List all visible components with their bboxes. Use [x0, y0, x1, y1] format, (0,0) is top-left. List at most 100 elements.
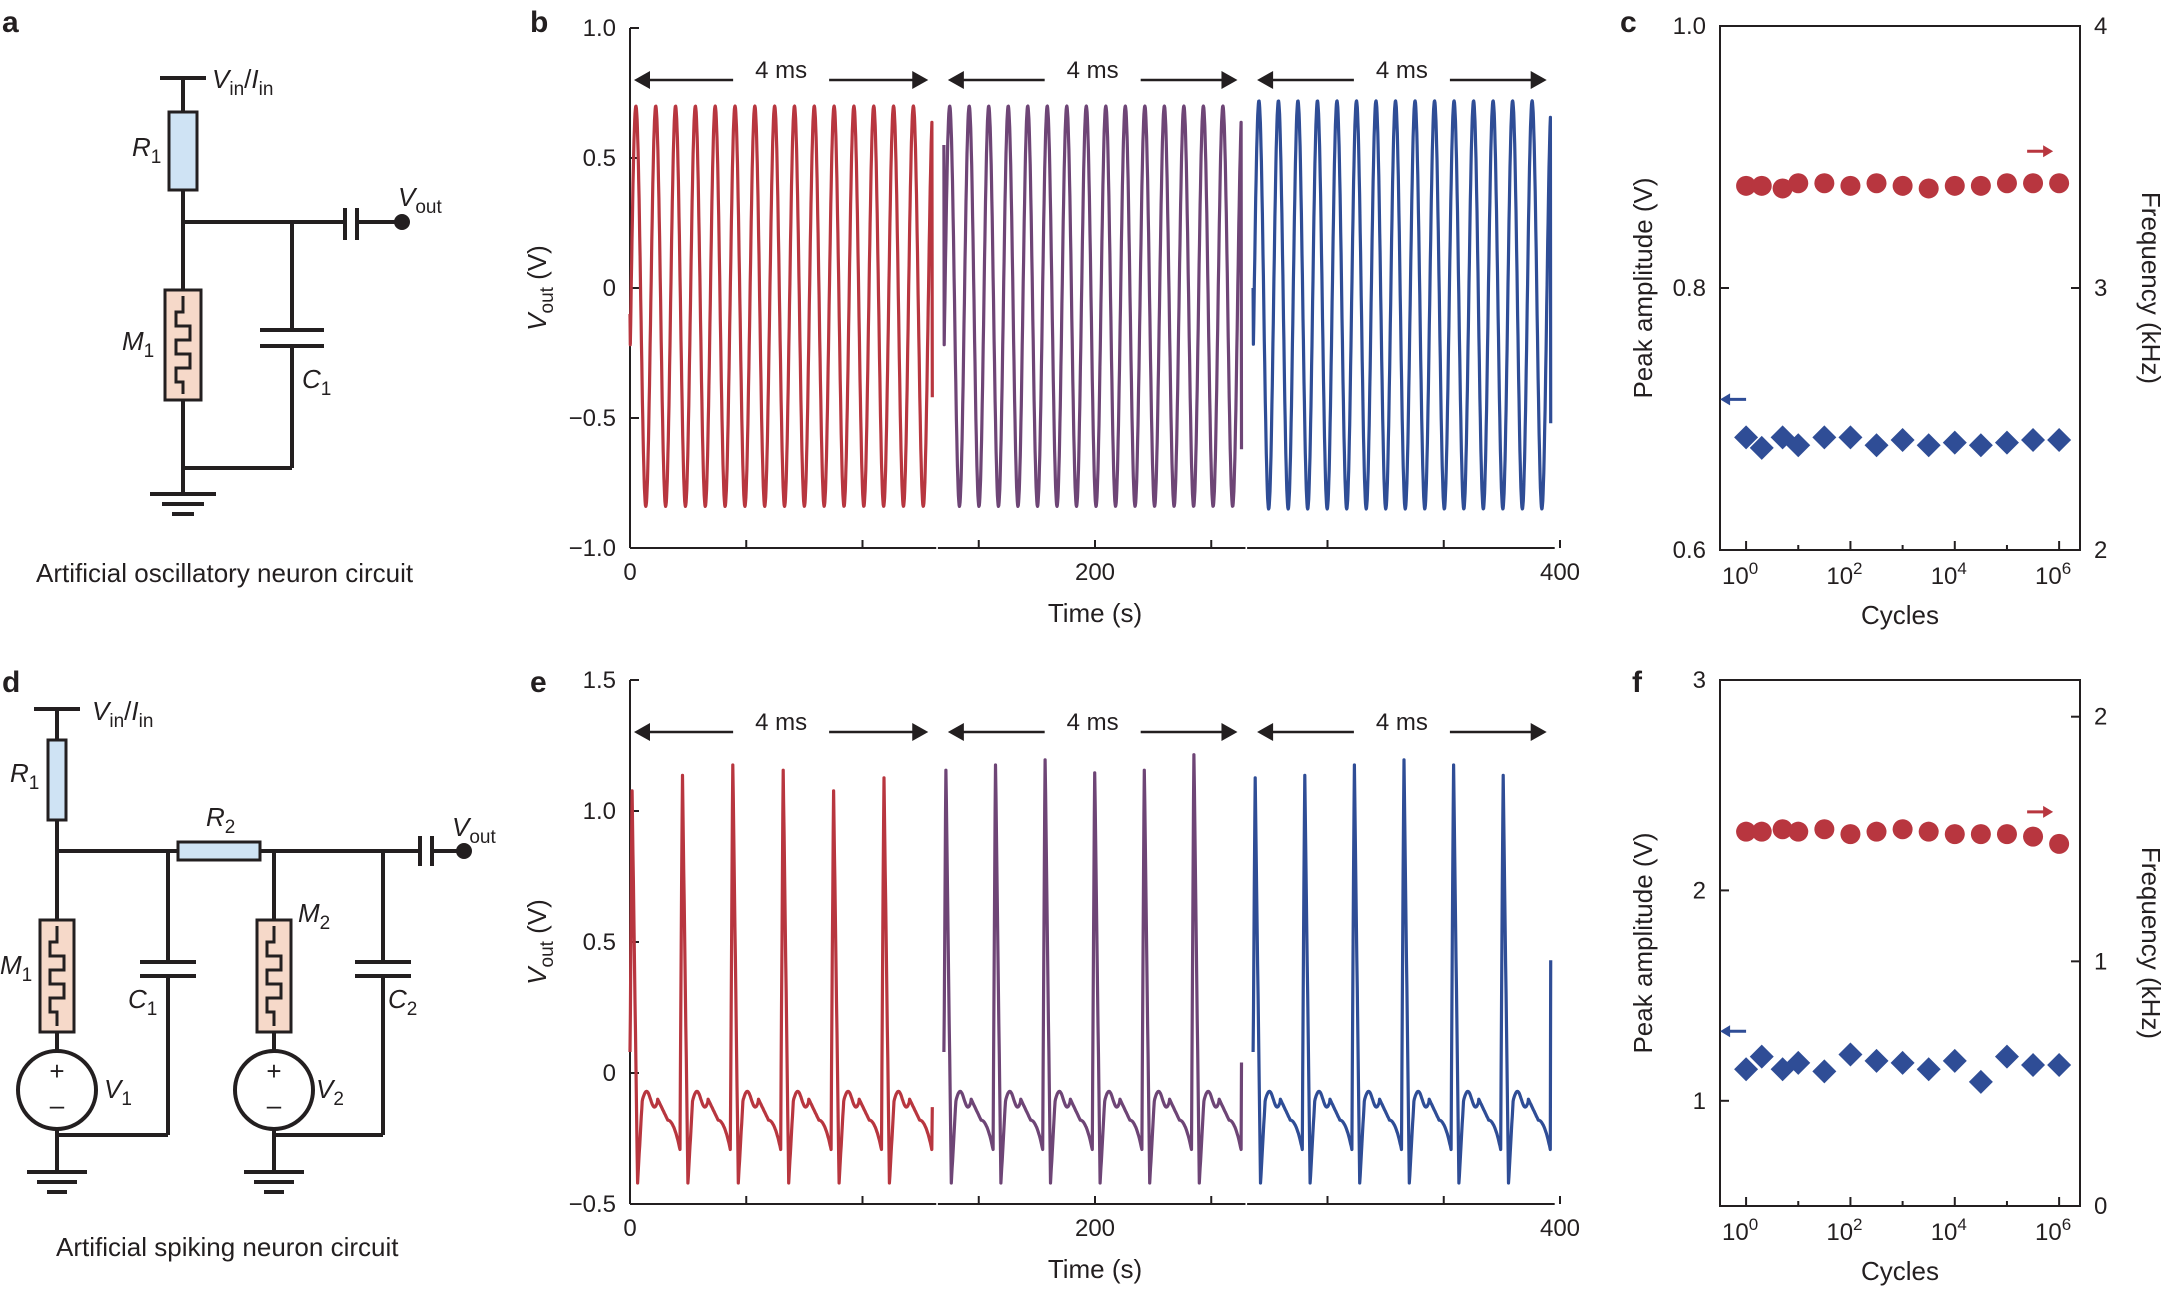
segment-label-bg	[1044, 712, 1141, 742]
amplitude-data-point	[1812, 425, 1837, 450]
panel-letter-a: a	[2, 6, 19, 39]
plot-frame	[1719, 25, 2081, 551]
label-v1: V1	[104, 1074, 132, 1110]
segment-duration-label: 4 ms	[1376, 57, 1428, 84]
frequency-data-point	[1944, 175, 1965, 196]
right-y-tick-label: 1	[2094, 948, 2107, 975]
trace-segment-2	[942, 104, 1244, 508]
y-tick-label: −0.5	[569, 1191, 616, 1218]
label-c1: C1	[128, 984, 157, 1020]
amplitude-data-point	[1838, 1042, 1863, 1067]
amplitude-data-point	[1994, 430, 2019, 455]
left-y-tick-label: 1.0	[1673, 13, 1706, 40]
x-tick-label: 106	[2035, 1215, 2071, 1246]
arrow-head-right	[1221, 71, 1238, 89]
x-tick-label: 400	[1540, 559, 1580, 586]
x-tick-label: 102	[1826, 559, 1862, 590]
label-c1: C1	[302, 364, 331, 400]
label-v2: V2	[316, 1074, 344, 1110]
amplitude-data-point	[1916, 1057, 1941, 1082]
frequency-data-point	[1814, 173, 1835, 194]
frequency-data-point	[1892, 175, 1913, 196]
arrow-head-left	[634, 71, 650, 89]
arrow-head-right	[1530, 723, 1547, 741]
right-y-axis-title: Frequency (kHz)	[2136, 192, 2166, 384]
segment-duration-label: 4 ms	[1067, 709, 1119, 736]
left-y-tick-label: 3	[1693, 667, 1706, 694]
amplitude-data-point	[1786, 1050, 1811, 1075]
trace-segment-1	[628, 104, 934, 508]
memristor-m1-symbol	[174, 296, 192, 394]
chart-e-spiking-trace: −0.5 0 0.5 1.0 1.5 0 200 400 Time (s) Vout (V) 4 m…	[522, 667, 1580, 1284]
x-axis-title: Cycles	[1861, 600, 1939, 630]
frequency-data-point	[1996, 173, 2017, 194]
frequency-data-point	[1840, 175, 1861, 196]
right-y-tick-label: 2	[2094, 537, 2107, 564]
y-tick-label: 1.0	[583, 798, 616, 825]
left-y-tick-label: 0.8	[1673, 275, 1706, 302]
segment-duration-label: 4 ms	[755, 57, 807, 84]
plot-frame	[1719, 679, 2081, 1207]
trace-segment-2	[942, 753, 1244, 1185]
amplitude-data-point	[1864, 1048, 1889, 1073]
frequency-data-point	[1840, 824, 1861, 845]
frequency-data-point	[1751, 821, 1772, 842]
amplitude-data-point	[1749, 1044, 1774, 1069]
resistor-r2	[176, 840, 262, 862]
right-y-tick-label: 3	[2094, 275, 2107, 302]
label-m1: M1	[122, 326, 154, 362]
left-axis-arrow-head	[1720, 393, 1731, 406]
arrow-head-right	[912, 71, 929, 89]
frequency-data-point	[1772, 178, 1793, 199]
amplitude-data-point	[2021, 427, 2046, 452]
minus-sign-v2: –	[267, 1090, 282, 1120]
amplitude-data-point	[1734, 1057, 1759, 1082]
label-vin: Vin/Iin	[92, 696, 153, 732]
right-y-tick-label: 0	[2094, 1193, 2107, 1220]
panel-letter-c: c	[1620, 6, 1637, 39]
label-r2: R2	[206, 802, 235, 838]
panel-letter-b: b	[530, 6, 548, 39]
x-tick-label: 200	[1075, 559, 1115, 586]
label-m2: M2	[298, 898, 330, 934]
x-axis-title: Time (s)	[1048, 598, 1142, 628]
label-c2: C2	[388, 984, 417, 1020]
y-tick-label: 1.5	[583, 667, 616, 694]
left-y-tick-label: 2	[1693, 877, 1706, 904]
frequency-data-point	[1788, 821, 1809, 842]
amplitude-data-point	[1916, 433, 1941, 458]
arrow-head-left	[947, 71, 964, 89]
amplitude-data-point	[1968, 1069, 1993, 1094]
frequency-data-point	[2049, 173, 2070, 194]
left-axis-arrow-head	[1720, 1025, 1731, 1038]
x-axis-title: Cycles	[1861, 1256, 1939, 1286]
label-r1: R1	[10, 758, 39, 794]
frequency-data-point	[1970, 824, 1991, 845]
amplitude-data-point	[2047, 1053, 2072, 1078]
y-tick-label: 0.5	[583, 145, 616, 172]
right-axis-arrow-head	[2043, 805, 2054, 818]
label-m1: M1	[0, 950, 32, 986]
frequency-data-point	[1751, 175, 1772, 196]
left-y-axis-title: Peak amplitude (V)	[1628, 177, 1658, 398]
spiking-neuron-circuit	[16, 707, 472, 1194]
y-axis-title: Vout (V)	[522, 245, 558, 331]
amplitude-data-point	[2047, 427, 2072, 452]
segment-label-bg	[1353, 712, 1450, 742]
plus-sign-v2: +	[266, 1056, 281, 1086]
output-node	[456, 843, 472, 859]
amplitude-data-point	[1749, 435, 1774, 460]
frequency-data-point	[1736, 175, 1757, 196]
frequency-data-point	[2049, 833, 2070, 854]
trace-segment-3	[1251, 99, 1553, 511]
frequency-data-point	[1788, 173, 1809, 194]
chart-c-endurance: 0.6 0.8 1.0 2 3 4 100 102 104 106 Cycles Peak ampli…	[1628, 13, 2166, 630]
y-tick-label: 0	[603, 1060, 616, 1087]
x-tick-label: 102	[1826, 1215, 1862, 1246]
memristor-m2-symbol	[265, 926, 283, 1026]
arrow-head-right	[912, 723, 929, 741]
label-vin: Vin/Iin	[212, 64, 273, 100]
y-tick-label: −1.0	[569, 535, 616, 562]
frequency-data-point	[1892, 819, 1913, 840]
right-axis-arrow-head	[2043, 145, 2054, 158]
